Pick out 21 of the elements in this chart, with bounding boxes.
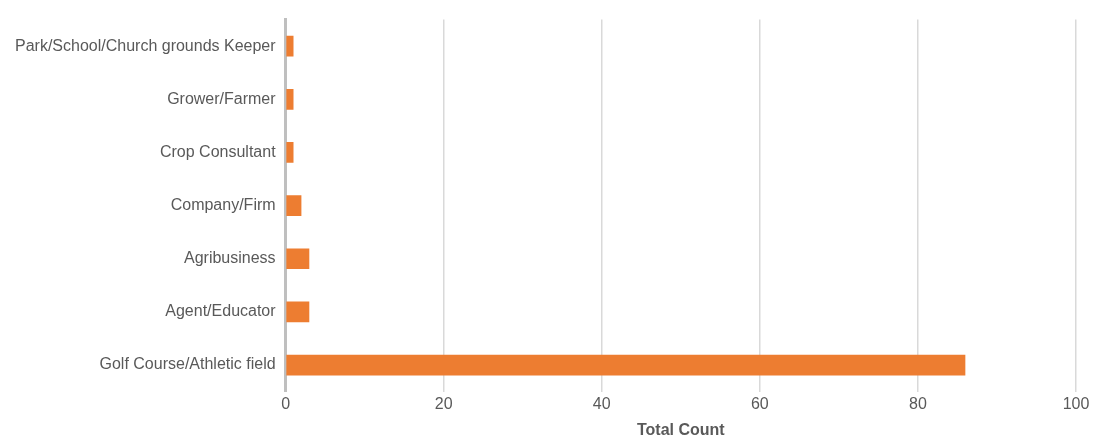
x-tick-label: 20 xyxy=(434,394,453,412)
y-tick-label: Agribusiness xyxy=(183,249,276,267)
x-tick-label: 100 xyxy=(1062,394,1090,412)
bar xyxy=(286,354,966,376)
bar xyxy=(286,248,310,270)
y-tick-label: Golf Course/Athletic field xyxy=(99,355,276,373)
y-tick-label: Company/Firm xyxy=(170,196,276,214)
y-tick-label: Crop Consultant xyxy=(159,142,277,160)
x-tick-label: 60 xyxy=(750,394,769,412)
x-tick-label: 40 xyxy=(592,394,611,412)
y-tick-label: Park/School/Church grounds Keeper xyxy=(15,36,277,54)
bar xyxy=(286,301,310,323)
bar xyxy=(286,195,302,216)
x-axis-title: Total Count xyxy=(636,420,726,438)
bar xyxy=(286,142,294,163)
x-tick-label: 0 xyxy=(281,394,291,412)
x-tick-label: 80 xyxy=(909,394,927,412)
bar xyxy=(286,88,294,110)
bar xyxy=(286,35,294,57)
y-tick-label: Grower/Farmer xyxy=(167,89,277,107)
y-tick-label: Agent/Educator xyxy=(165,302,277,320)
